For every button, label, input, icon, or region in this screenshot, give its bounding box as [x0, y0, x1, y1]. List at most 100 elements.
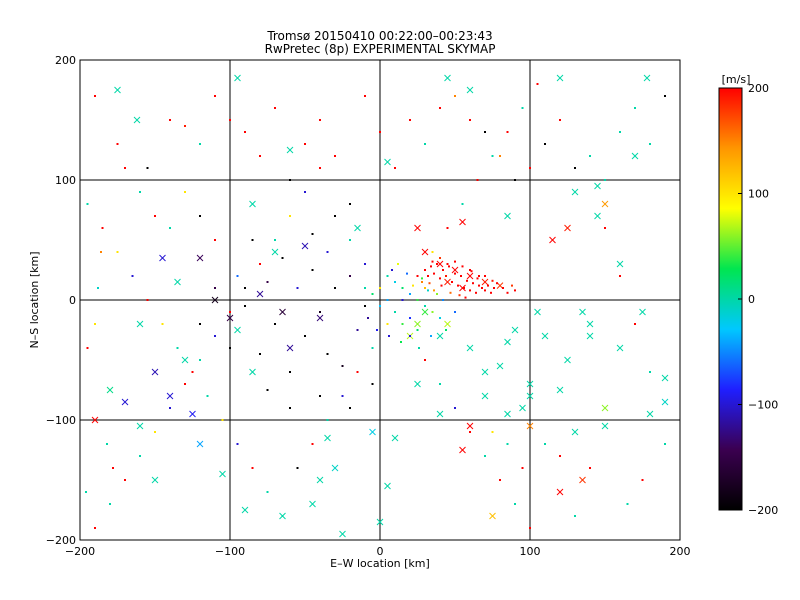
dot-marker: [496, 282, 498, 285]
cross-stroke: [564, 356, 571, 364]
dot-marker: [379, 305, 381, 307]
dot-marker: [439, 317, 441, 319]
dot-marker: [430, 335, 432, 337]
dot-marker: [481, 287, 483, 289]
dot-marker: [641, 479, 644, 481]
cross-marker: [91, 416, 99, 424]
dot-marker: [86, 203, 89, 205]
dot-marker: [439, 107, 441, 109]
cross-stroke: [324, 434, 331, 442]
cross-marker: [181, 356, 189, 364]
dot-marker: [634, 323, 636, 325]
cross-marker: [414, 224, 421, 232]
dot-marker: [311, 443, 314, 445]
cross-marker: [466, 422, 474, 430]
cross-marker: [504, 338, 511, 346]
cross-stroke: [391, 434, 399, 442]
dot-marker: [304, 335, 306, 337]
cross-stroke: [114, 86, 121, 94]
dot-marker: [388, 335, 390, 337]
cross-stroke: [414, 380, 421, 388]
dot-marker: [169, 407, 171, 409]
cross-marker: [249, 200, 256, 208]
cross-stroke: [121, 398, 129, 406]
dot-marker: [448, 265, 450, 268]
cross-stroke: [579, 308, 586, 316]
dot-marker: [371, 383, 374, 385]
dot-marker: [506, 131, 509, 133]
cross-stroke: [159, 254, 166, 262]
cross-marker: [414, 320, 421, 328]
dot-marker: [394, 167, 396, 169]
cross-marker: [241, 506, 249, 514]
cross-marker: [643, 74, 651, 82]
cross-stroke: [526, 380, 534, 388]
cross-stroke: [189, 410, 196, 418]
dot-marker: [259, 263, 261, 265]
dot-marker: [131, 275, 134, 277]
cross-marker: [316, 476, 324, 484]
cross-marker: [601, 200, 609, 208]
dot-marker: [116, 251, 119, 253]
cross-marker: [136, 422, 144, 430]
cross-stroke: [631, 152, 639, 160]
dot-marker: [401, 287, 404, 289]
cross-marker: [579, 308, 586, 316]
dot-marker: [454, 95, 456, 97]
dot-marker: [236, 443, 239, 445]
y-axis-label: N–S location [km]: [28, 251, 41, 348]
dot-marker: [176, 347, 179, 349]
dot-marker: [376, 329, 378, 331]
dot-marker: [319, 119, 321, 121]
dot-marker: [386, 323, 389, 325]
cross-marker: [301, 242, 309, 250]
cross-marker: [556, 74, 564, 82]
cross-marker: [466, 272, 474, 280]
cross-stroke: [436, 332, 444, 340]
dot-marker: [440, 284, 443, 287]
dot-marker: [649, 143, 651, 145]
cross-stroke: [234, 74, 241, 82]
cross-stroke: [174, 278, 181, 286]
dot-marker: [499, 479, 501, 481]
dot-marker: [386, 299, 389, 301]
dot-marker: [664, 443, 666, 445]
dot-marker: [364, 305, 366, 307]
dot-marker: [416, 329, 419, 331]
dot-marker: [112, 467, 114, 469]
cross-stroke: [256, 290, 264, 298]
dot-marker: [431, 251, 434, 253]
cross-stroke: [601, 200, 609, 208]
x-tick-label: 100: [520, 545, 541, 558]
dot-marker: [416, 275, 419, 277]
dot-marker: [619, 131, 621, 133]
cross-marker: [174, 278, 181, 286]
dot-marker: [334, 287, 336, 289]
cross-marker: [586, 320, 594, 328]
y-tick-label: 200: [55, 54, 76, 67]
dot-marker: [439, 257, 441, 259]
colorbar-tick-label: −100: [748, 399, 778, 412]
dot-marker: [296, 467, 299, 469]
dot-marker: [289, 179, 291, 181]
cross-marker: [286, 344, 294, 352]
dot-marker: [281, 515, 284, 517]
cross-stroke: [316, 476, 324, 484]
colorbar-label: [m/s]: [722, 73, 751, 86]
dot-marker: [251, 239, 254, 241]
dot-marker: [521, 467, 524, 469]
dot-marker: [124, 479, 126, 481]
cross-marker: [481, 278, 489, 286]
cross-stroke: [586, 332, 594, 340]
dot-marker: [484, 289, 486, 292]
chart-subtitle: RwPretec (8p) EXPERIMENTAL SKYMAP: [265, 42, 496, 56]
cross-marker: [376, 518, 384, 526]
cross-stroke: [556, 488, 564, 496]
cross-stroke: [579, 476, 586, 484]
y-tick-label: −100: [46, 414, 76, 427]
cross-marker: [286, 146, 294, 154]
dot-marker: [442, 269, 444, 271]
dot-marker: [454, 272, 456, 275]
dot-marker: [506, 443, 509, 445]
cross-stroke: [481, 392, 489, 400]
